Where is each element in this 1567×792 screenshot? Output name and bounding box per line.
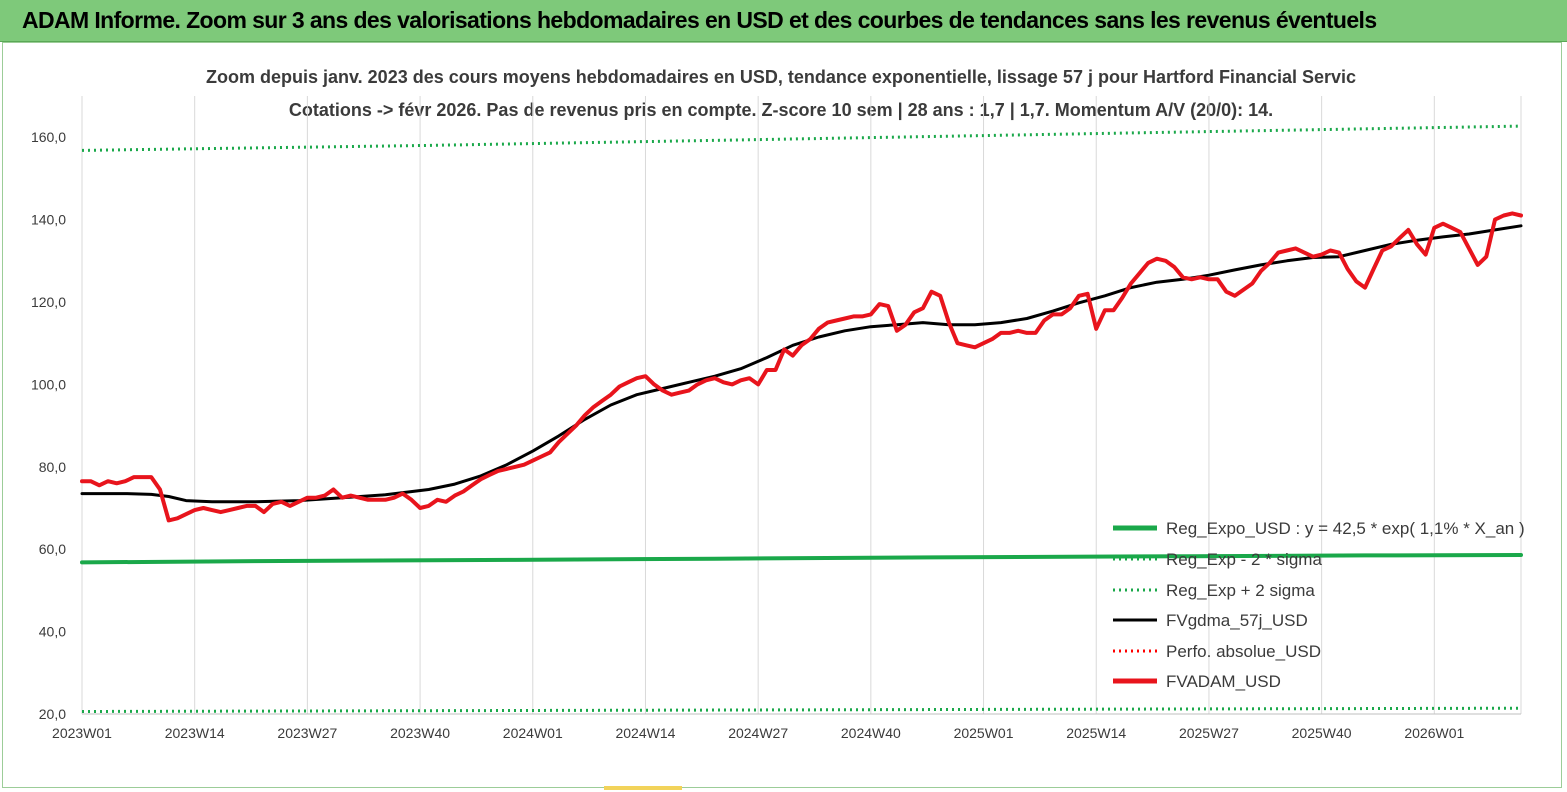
report-title: ADAM Informe. Zoom sur 3 ans des valoris…	[22, 7, 1377, 33]
y-tick-label: 20,0	[39, 706, 66, 722]
legend: Reg_Expo_USD : y = 42,5 * exp( 1,1% * X_…	[1113, 519, 1525, 691]
x-tick-label: 2026W01	[1404, 725, 1464, 741]
x-tick-label: 2025W14	[1066, 725, 1126, 741]
page-marker	[604, 786, 682, 790]
y-axis-ticks: 20,0 40,0 60,0 80,0 100,0 120,0 140,0 160,0	[31, 129, 66, 722]
x-tick-label: 2024W27	[728, 725, 788, 741]
chart-title-line1: Zoom depuis janv. 2023 des cours moyens …	[206, 67, 1356, 87]
x-tick-label: 2024W01	[503, 725, 563, 741]
y-tick-label: 60,0	[39, 541, 66, 557]
x-tick-label: 2023W14	[165, 725, 225, 741]
series-line-1	[81, 706, 1522, 713]
y-tick-label: 140,0	[31, 212, 66, 228]
series-line-2	[81, 124, 1522, 152]
legend-label-1: Reg_Exp - 2 * sigma	[1166, 550, 1322, 569]
legend-label-3: FVgdma_57j_USD	[1166, 611, 1308, 630]
x-tick-label: 2023W27	[277, 725, 337, 741]
series-line-5	[80, 211, 1523, 523]
y-tick-label: 40,0	[39, 624, 66, 640]
y-tick-label: 120,0	[31, 294, 66, 310]
chart-frame	[2, 42, 1562, 788]
series-line-3	[80, 224, 1523, 504]
legend-label-0: Reg_Expo_USD : y = 42,5 * exp( 1,1% * X_…	[1166, 519, 1525, 538]
x-tick-label: 2025W27	[1179, 725, 1239, 741]
x-tick-label: 2024W14	[615, 725, 675, 741]
y-tick-label: 100,0	[31, 376, 66, 392]
plot-series	[80, 124, 1523, 713]
legend-label-4: Perfo. absolue_USD	[1166, 642, 1321, 661]
x-axis-ticks: 2023W01 2023W14 2023W27 2023W40 2024W01 2024W…	[52, 725, 1464, 741]
x-tick-label: 2023W40	[390, 725, 450, 741]
y-tick-label: 160,0	[31, 129, 66, 145]
series-line-0	[80, 553, 1523, 565]
legend-label-5: FVADAM_USD	[1166, 672, 1281, 691]
header-bar: ADAM Informe. Zoom sur 3 ans des valoris…	[0, 0, 1567, 42]
x-tick-label: 2023W01	[52, 725, 112, 741]
x-tick-label: 2025W40	[1292, 725, 1352, 741]
grid	[81, 96, 1522, 715]
x-tick-label: 2024W40	[841, 725, 901, 741]
legend-label-2: Reg_Exp + 2 sigma	[1166, 581, 1315, 600]
x-tick-label: 2025W01	[954, 725, 1014, 741]
y-tick-label: 80,0	[39, 459, 66, 475]
chart-title-line2: Cotations -> févr 2026. Pas de revenus p…	[289, 100, 1273, 120]
